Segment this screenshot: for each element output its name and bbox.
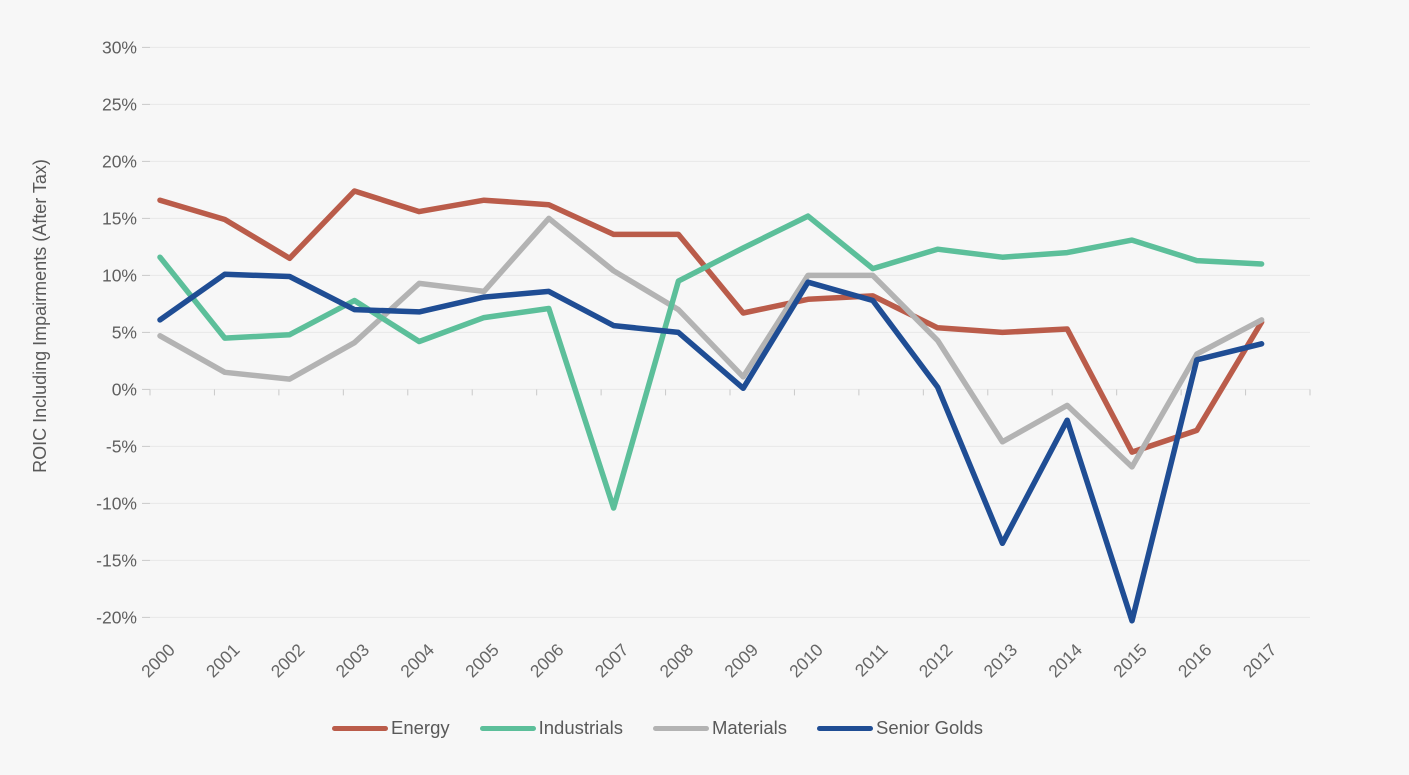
series-line-energy	[157, 188, 1265, 455]
x-tick-label: 2006	[526, 640, 568, 682]
legend-swatch-materials	[652, 725, 709, 731]
axis-label-layer: 30% 25% 20% 15% 10% 5% 0% -5% -10% -15% -20%2000 20…	[96, 37, 1280, 681]
x-tick-label: 2009	[720, 640, 762, 682]
y-tick-label: 10%	[102, 265, 137, 285]
legend-item-industrials: Industrials	[479, 717, 623, 738]
x-tick-label: 2011	[851, 640, 892, 681]
x-tick-label: 2017	[1239, 640, 1281, 682]
legend-item-energy: Energy	[332, 717, 450, 738]
x-tick-label: 2010	[785, 640, 827, 682]
grid-layer	[142, 46, 1311, 618]
y-tick-label: -5%	[106, 436, 137, 456]
x-tick-label: 2003	[332, 640, 374, 682]
y-tick-label: -10%	[96, 493, 137, 513]
x-tick-label: 2007	[591, 640, 633, 682]
x-tick-label: 2005	[461, 640, 503, 682]
y-tick-label: 20%	[102, 151, 137, 171]
x-tick-label: 2014	[1044, 640, 1086, 682]
y-tick-label: 30%	[102, 37, 137, 57]
x-tick-label: 2001	[202, 640, 244, 682]
y-tick-label: 0%	[112, 379, 137, 399]
y-tick-label: -15%	[96, 550, 137, 570]
legend-swatch-industrials	[479, 725, 536, 731]
legend-item-senior-golds: Senior Golds	[817, 717, 983, 738]
x-tick-label: 2000	[137, 640, 179, 682]
y-tick-label: -20%	[96, 607, 137, 627]
y-tick-label: 25%	[102, 94, 137, 114]
x-tick-label: 2004	[396, 640, 438, 682]
x-tick-label: 2016	[1174, 640, 1216, 682]
legend-swatch-senior-golds	[817, 725, 874, 731]
y-tick-label: 5%	[112, 322, 137, 342]
series-line-senior-golds	[157, 271, 1265, 624]
y-tick-label: 15%	[102, 208, 137, 228]
x-tick-label: 2008	[656, 640, 698, 682]
y-axis-title: ROIC Including Impairments (After Tax)	[30, 159, 50, 473]
legend-label-energy: Energy	[391, 717, 450, 738]
legend-item-materials: Materials	[652, 717, 788, 738]
legend-label-materials: Materials	[711, 717, 788, 738]
legend-label-industrials: Industrials	[538, 717, 623, 738]
legend: Energy Industrials Materials Senior Golds	[332, 717, 983, 738]
x-tick-label: 2002	[267, 640, 309, 682]
legend-label-senior-golds: Senior Golds	[876, 717, 983, 738]
x-tick-label: 2013	[980, 640, 1022, 682]
legend-swatch-energy	[332, 725, 388, 731]
x-tick-label: 2015	[1109, 640, 1151, 682]
x-tick-label: 2012	[915, 640, 957, 682]
series-layer	[157, 188, 1265, 624]
series-line-materials	[157, 215, 1265, 470]
